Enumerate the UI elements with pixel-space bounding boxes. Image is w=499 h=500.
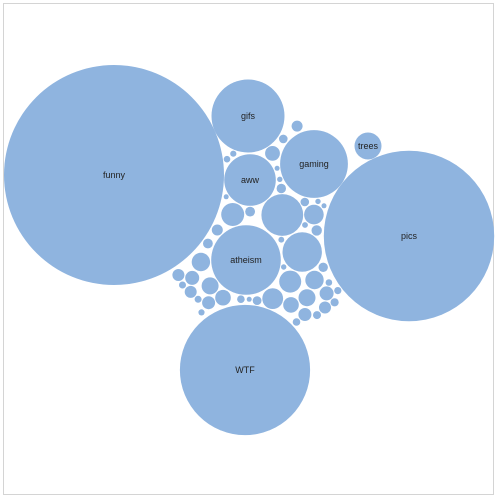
bubble-small-23[interactable] xyxy=(245,206,256,217)
bubble-small-3[interactable] xyxy=(279,270,302,293)
bubble-small-45[interactable] xyxy=(315,198,321,205)
bubble-label-wtf: WTF xyxy=(235,365,255,375)
bubble-label-funny: funny xyxy=(103,170,126,180)
bubble-trees[interactable] xyxy=(354,132,382,160)
bubble-small-40[interactable] xyxy=(198,309,205,316)
bubble-small-28[interactable] xyxy=(300,197,310,207)
bubble-label-pics: pics xyxy=(401,231,418,241)
bubble-small-7[interactable] xyxy=(191,252,211,272)
bubble-small-31[interactable] xyxy=(313,311,321,320)
bubble-small-16[interactable] xyxy=(298,308,312,321)
bubble-small-30[interactable] xyxy=(330,298,339,307)
bubble-small-33[interactable] xyxy=(292,318,301,326)
bubble-small-8[interactable] xyxy=(201,277,219,295)
bubble-small-47[interactable] xyxy=(274,165,280,171)
bubble-small-38[interactable] xyxy=(325,279,333,286)
bubble-small-27[interactable] xyxy=(252,296,262,305)
bubble-small-26[interactable] xyxy=(318,262,328,272)
bubble-small-19[interactable] xyxy=(319,301,331,314)
bubble-gifs[interactable] xyxy=(211,79,285,153)
bubble-small-5[interactable] xyxy=(304,204,324,225)
bubble-small-48[interactable] xyxy=(321,203,327,209)
bubble-label-gifs: gifs xyxy=(241,111,256,121)
bubble-small-46[interactable] xyxy=(223,194,229,200)
bubble-small-11[interactable] xyxy=(215,289,231,306)
bubble-small-18[interactable] xyxy=(172,269,185,281)
bubble-wtf[interactable] xyxy=(179,304,311,436)
bubble-gaming[interactable] xyxy=(280,130,348,198)
bubble-small-43[interactable] xyxy=(281,264,287,270)
bubble-atheism[interactable] xyxy=(211,225,281,295)
bubble-small-15[interactable] xyxy=(202,296,216,310)
bubble-small-39[interactable] xyxy=(230,150,237,157)
bubble-small-12[interactable] xyxy=(265,146,280,161)
bubble-small-6[interactable] xyxy=(305,270,324,290)
bubble-small-44[interactable] xyxy=(277,176,283,182)
bubble-small-13[interactable] xyxy=(185,270,200,285)
bubble-small-36[interactable] xyxy=(179,281,186,289)
bubble-label-trees: trees xyxy=(358,141,379,151)
bubble-funny[interactable] xyxy=(4,65,224,285)
bubble-small-49[interactable] xyxy=(246,296,252,302)
bubble-small-0[interactable] xyxy=(282,232,322,272)
bubble-small-2[interactable] xyxy=(221,203,245,226)
bubble-small-34[interactable] xyxy=(334,287,342,295)
bubble-small-37[interactable] xyxy=(223,155,231,163)
bubble-small-14[interactable] xyxy=(319,286,334,301)
bubble-small-4[interactable] xyxy=(262,288,284,309)
bubble-label-atheism: atheism xyxy=(230,255,262,265)
bubble-small-17[interactable] xyxy=(184,285,197,298)
bubble-small-22[interactable] xyxy=(311,225,322,236)
bubble-small-21[interactable] xyxy=(291,120,303,132)
bubble-small-20[interactable] xyxy=(211,224,223,236)
bubble-label-gaming: gaming xyxy=(299,159,329,169)
bubble-small-10[interactable] xyxy=(283,297,299,313)
bubble-pics[interactable] xyxy=(323,150,495,322)
bubble-small-29[interactable] xyxy=(279,134,288,144)
bubble-small-42[interactable] xyxy=(302,222,308,228)
bubble-small-32[interactable] xyxy=(237,295,245,304)
bubble-aww[interactable] xyxy=(224,154,276,206)
bubble-small-25[interactable] xyxy=(276,183,286,194)
bubble-small-24[interactable] xyxy=(203,238,213,249)
bubble-small-9[interactable] xyxy=(298,289,316,307)
bubble-small-35[interactable] xyxy=(194,295,202,303)
bubble-small-1[interactable] xyxy=(261,194,304,236)
bubble-label-aww: aww xyxy=(241,175,260,185)
bubble-small-41[interactable] xyxy=(278,236,285,243)
